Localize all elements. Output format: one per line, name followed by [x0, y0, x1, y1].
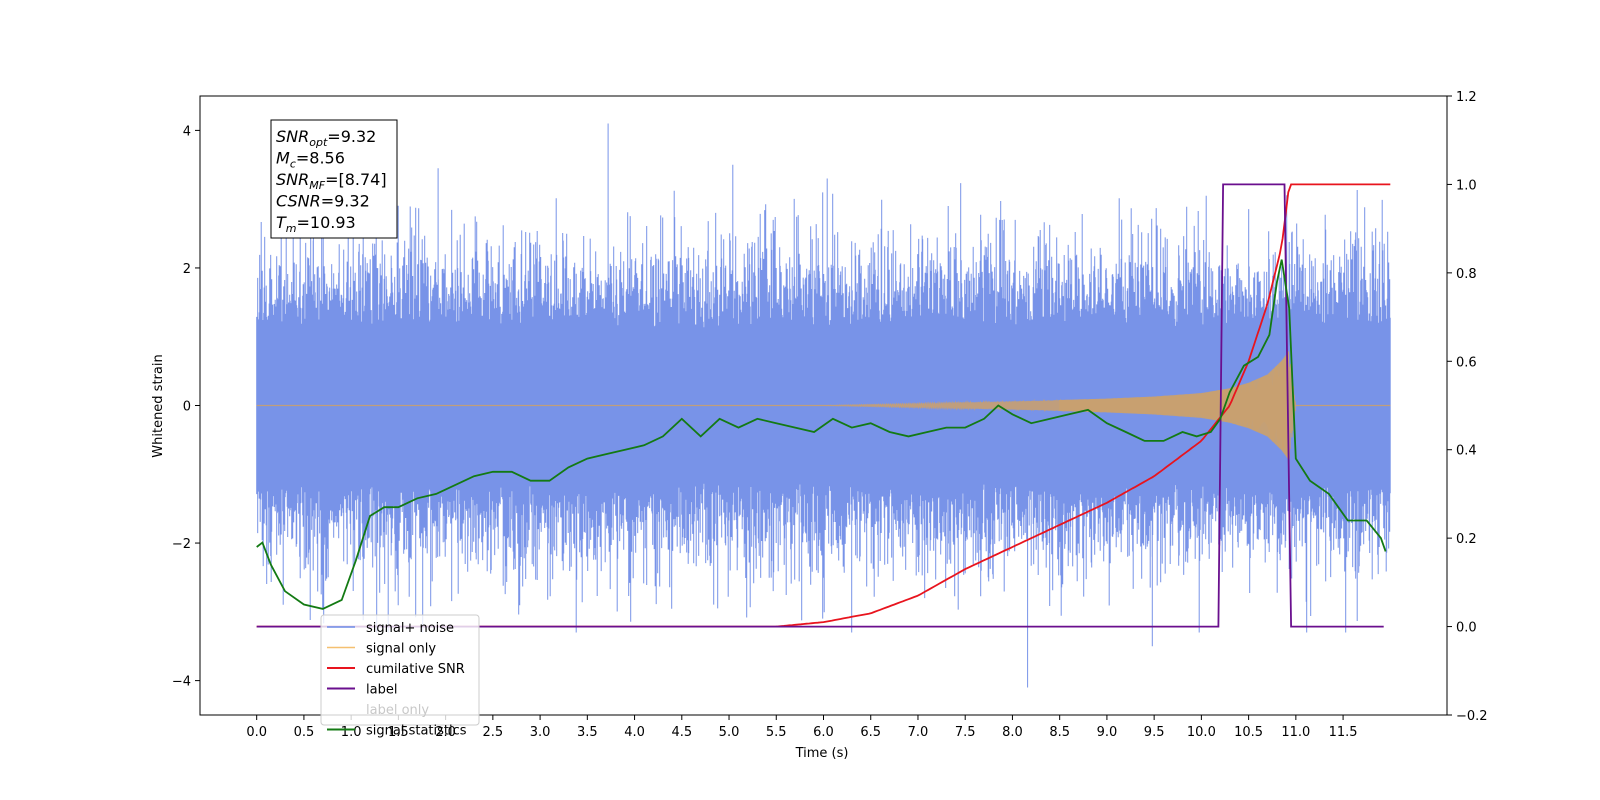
y2-tick-label: 0.0 [1456, 621, 1477, 636]
y-tick-label: 4 [183, 124, 191, 139]
x-tick-label: 10.0 [1187, 725, 1216, 740]
annotation-box: SNRopt=9.32Mc=8.56SNRMF=[8.74]CSNR=9.32T… [270, 119, 398, 239]
legend-entry: label [366, 683, 397, 698]
annotation-line: Tm=10.93 [276, 213, 356, 235]
y2-tick-label: −0.2 [1456, 709, 1488, 724]
x-tick-label: 2.0 [435, 725, 456, 740]
x-tick-label: 3.0 [530, 725, 551, 740]
x-tick-label: 3.5 [577, 725, 598, 740]
legend-entry: signal only [366, 642, 436, 657]
y2-tick-label: 0.4 [1456, 444, 1477, 459]
x-axis: 0.0 0.5 1.0 1.5 2.0 2.5 3.0 3.5 4.0 4.5 5.0 5.5 6.0 6… [246, 715, 1358, 740]
y-tick-label: 2 [183, 262, 191, 277]
annotation-line: SNRMF=[8.74] [276, 170, 387, 192]
annotation-value: =9.32 [321, 192, 370, 211]
legend-entry: signal statistics [366, 724, 467, 739]
y2-tick-label: 0.2 [1456, 532, 1477, 547]
y-tick-label: −2 [172, 537, 191, 552]
x-axis-label: Time (s) [795, 746, 849, 761]
annotation-subscript: m [286, 222, 297, 235]
legend-entry: label only [366, 703, 429, 718]
plot-area [256, 123, 1391, 688]
x-tick-label: 9.0 [1097, 725, 1118, 740]
x-tick-label: 7.5 [955, 725, 976, 740]
legend-entry: cumilative SNR [366, 662, 465, 677]
annotation-line: CSNR=9.32 [276, 192, 370, 211]
y2-tick-label: 1.0 [1456, 178, 1477, 193]
annotation-subscript: c [290, 158, 296, 171]
y2-tick-label: 0.6 [1456, 355, 1477, 370]
x-tick-label: 11.0 [1281, 725, 1310, 740]
x-tick-label: 9.5 [1144, 725, 1165, 740]
annotation-subscript: MF [309, 179, 325, 192]
y-axis-left: 4 2 0 −2 −4 [172, 124, 200, 690]
x-tick-label: 6.5 [860, 725, 881, 740]
legend-entry: signal+ noise [366, 621, 454, 636]
x-tick-label: 1.5 [388, 725, 409, 740]
x-tick-label: 5.5 [766, 725, 787, 740]
x-tick-label: 1.0 [341, 725, 362, 740]
annotation-symbol: T [276, 213, 287, 232]
x-tick-label: 7.0 [908, 725, 929, 740]
annotation-symbol: SNR [276, 170, 309, 189]
x-tick-label: 4.0 [624, 725, 645, 740]
annotation-symbol: M [276, 149, 290, 168]
annotation-value: =[8.74] [325, 170, 387, 189]
y-axis-right: 1.2 1.0 0.8 0.6 0.4 0.2 0.0 −0.2 [1447, 90, 1488, 724]
x-tick-label: 11.5 [1329, 725, 1358, 740]
series-signal-statistics [256, 259, 1387, 610]
y2-tick-label: 1.2 [1456, 90, 1477, 105]
x-tick-label: 0.0 [246, 725, 267, 740]
y-tick-label: −4 [172, 675, 191, 690]
legend: signal+ noise signal only cumilative SNR la… [320, 614, 480, 739]
series-signal-envelope [1059, 351, 1290, 460]
annotation-value: =8.56 [296, 149, 345, 168]
x-tick-label: 6.0 [813, 725, 834, 740]
x-tick-label: 8.0 [1002, 725, 1023, 740]
y-tick-label: 0 [183, 400, 191, 415]
annotation-subscript: opt [309, 136, 328, 149]
legend-frame [320, 614, 480, 726]
x-tick-label: 4.5 [671, 725, 692, 740]
annotation-frame [270, 119, 398, 239]
x-tick-label: 5.0 [719, 725, 740, 740]
annotation-value: =10.93 [297, 213, 356, 232]
annotation-line: SNRopt=9.32 [276, 127, 376, 149]
x-tick-label: 8.5 [1049, 725, 1070, 740]
x-tick-label: 10.5 [1234, 725, 1263, 740]
x-tick-label: 2.5 [483, 725, 504, 740]
x-tick-label: 0.5 [294, 725, 315, 740]
annotation-symbol: SNR [276, 127, 309, 146]
annotation-value: =9.32 [327, 127, 376, 146]
y2-tick-label: 0.8 [1456, 267, 1477, 282]
y-axis-label: Whitened strain [151, 354, 166, 457]
annotation-symbol: CSNR [276, 192, 321, 211]
series-label [256, 183, 1384, 628]
annotation-line: Mc=8.56 [276, 149, 345, 171]
